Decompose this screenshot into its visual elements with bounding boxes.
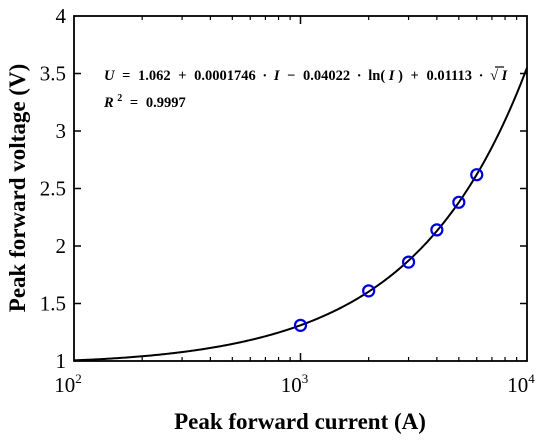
data-point [401,255,416,269]
eq-plus-2: + [411,68,419,84]
eq-term-1: 0.0001746 [194,68,256,84]
eq-dot-2: · [357,68,362,84]
eq-dot-1: · [262,68,267,84]
eq-ln: ln( [368,68,385,84]
data-point [362,284,376,298]
x-tick-label: 104 [507,371,535,397]
x-tick-label: 103 [281,371,309,397]
eq-term-2: 0.04022 [303,68,350,84]
y-tick-label: 3.5 [40,62,66,86]
eq-const: 1.062 [138,68,171,84]
r-squared: R 2 = 0.9997 [103,89,186,111]
eq-var-1: I [273,68,281,84]
r2-equals: = [130,95,138,111]
eq-sqrt: √ [490,68,498,84]
data-point [293,318,308,332]
y-tick-label: 1 [56,349,67,373]
fit-curve [73,67,528,362]
x-ticks: 102 103 104 [54,16,535,397]
eq-dot-3: · [479,68,484,84]
data-markers [293,168,484,332]
eq-var-2: I [388,68,396,84]
y-ticks: 1 1.5 2 2.5 3 3.5 4 [40,4,527,373]
eq-var-3: I [501,68,509,84]
x-tick-label: 102 [54,371,82,397]
eq-term-3: 0.01113 [426,68,472,84]
data-point [470,168,484,182]
y-tick-label: 2.5 [40,177,66,201]
data-point [430,223,444,237]
eq-minus: − [287,68,295,84]
eq-plus-1: + [178,68,186,84]
eq-ln-close: ) [398,68,403,84]
x-axis-label: Peak forward current (A) [174,409,426,434]
eq-lhs: U [104,68,116,84]
r2-value: 0.9997 [146,95,186,111]
y-tick-label: 2 [56,234,67,258]
fit-equation: U = 1.062 + 0.0001746 · I − 0.04022 · ln… [104,68,509,84]
data-point [452,195,466,209]
y-tick-label: 1.5 [40,292,66,316]
y-tick-label: 3 [56,119,67,143]
eq-equals: = [122,68,130,84]
y-axis-label: Peak forward voltage (V) [5,64,30,312]
r2-sup: 2 [117,93,122,104]
y-tick-label: 4 [56,4,67,28]
r2-label: R [103,95,114,111]
